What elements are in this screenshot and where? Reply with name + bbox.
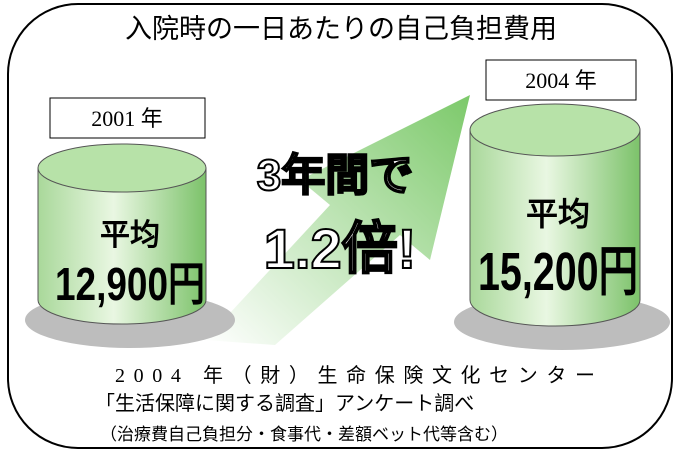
source-line: （治療費自己負担分・食事代・差額ベット代等含む） xyxy=(100,425,508,444)
source-line: 「生活保障に関する調査」アンケート調べ xyxy=(95,392,474,415)
center-line1: 3年間で xyxy=(257,151,413,200)
amount: 15,200円 xyxy=(478,242,638,302)
avg-label: 平均 xyxy=(100,219,160,252)
amount: 12,900円 xyxy=(55,258,205,310)
cylinder-top xyxy=(38,144,206,192)
title: 入院時の一日あたりの自己負担費用 xyxy=(125,14,557,45)
year-label: 2001 年 xyxy=(91,106,163,131)
infographic: 入院時の一日あたりの自己負担費用 2001 年 平均 12,900円 2004 … xyxy=(0,0,682,452)
cylinder-top xyxy=(470,104,640,156)
year-label: 2004 年 xyxy=(525,68,597,93)
avg-label: 平均 xyxy=(526,196,590,232)
center-line2: 1.2倍! xyxy=(264,217,417,280)
